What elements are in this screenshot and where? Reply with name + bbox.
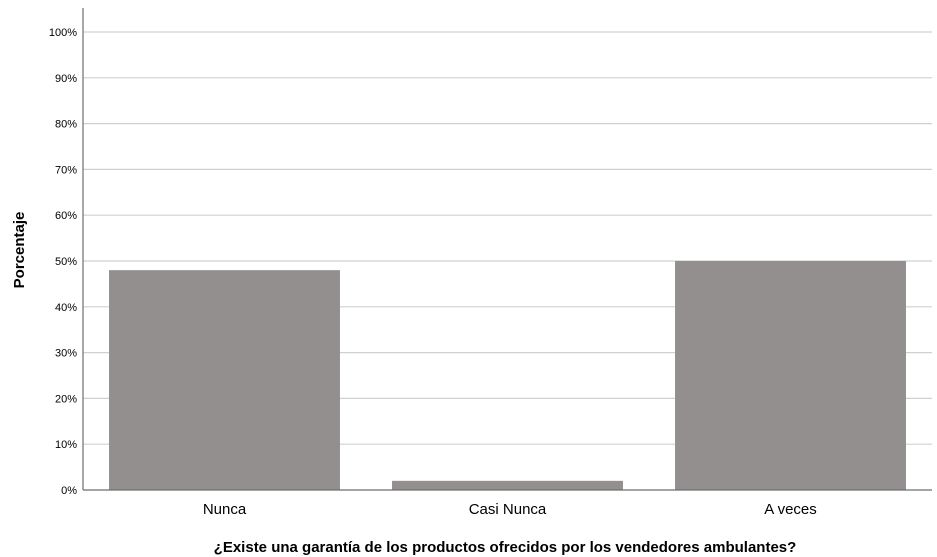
y-tick-label: 90%	[55, 73, 77, 85]
y-tick-label: 0%	[61, 485, 77, 497]
y-tick-label: 10%	[55, 439, 77, 451]
bars	[109, 261, 906, 490]
x-category-labels: Nunca Casi Nunca A veces	[203, 501, 817, 518]
y-tick-label: 50%	[55, 256, 77, 268]
y-tick-label: 30%	[55, 348, 77, 360]
y-tick-label: 60%	[55, 210, 77, 222]
y-tick-label: 20%	[55, 393, 77, 405]
x-axis-title: ¿Existe una garantía de los productos of…	[214, 539, 797, 556]
y-tick-label: 70%	[55, 164, 77, 176]
axes	[82, 8, 932, 491]
y-tick-label: 80%	[55, 119, 77, 131]
y-tick-labels: 0% 10% 20% 30% 40% 50% 60% 70% 80% 90% 100%	[49, 27, 77, 497]
bar-casi-nunca	[392, 480, 623, 490]
bar-nunca	[109, 270, 340, 490]
x-category-label: Nunca	[203, 501, 247, 518]
x-category-label: A veces	[764, 501, 817, 518]
y-axis-title: Porcentaje	[11, 212, 28, 289]
y-tick-label: 100%	[49, 27, 77, 39]
x-category-label: Casi Nunca	[469, 501, 547, 518]
y-tick-label: 40%	[55, 302, 77, 314]
bar-a-veces	[675, 261, 906, 490]
